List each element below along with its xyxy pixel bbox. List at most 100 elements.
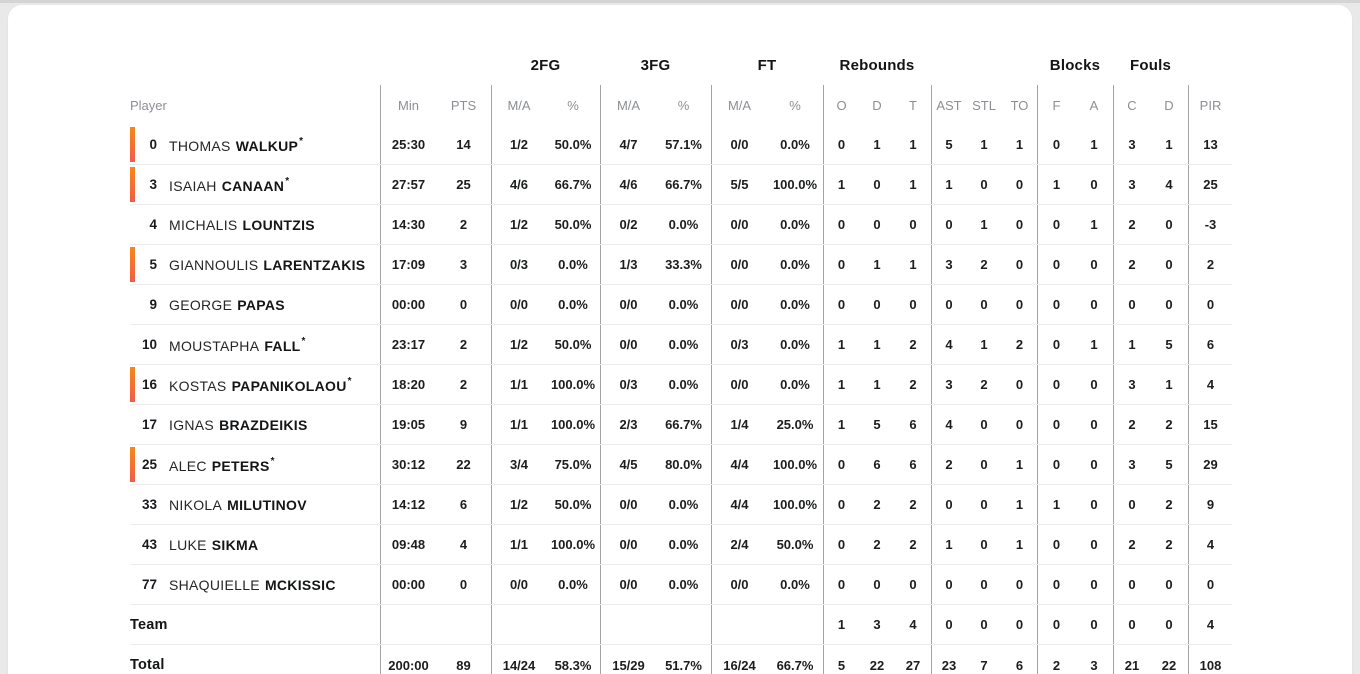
- player-cell[interactable]: 33 NIKOLA MILUTINOV: [130, 485, 380, 524]
- cell-3fg-pct: 66.7%: [665, 417, 702, 432]
- col-header-stl: STL: [972, 97, 996, 113]
- cell-foul-c: 0: [1113, 285, 1150, 324]
- player-cell[interactable]: 25 ALEC PETERS*: [130, 445, 380, 484]
- cell-2fg-pct: 0.0%: [558, 577, 588, 592]
- cell-blk-a: 1: [1090, 217, 1098, 232]
- cell-reb-d: 1: [873, 337, 881, 352]
- player-name: LUKE SIKMA: [169, 536, 259, 553]
- player-cell[interactable]: 4 MICHALIS LOUNTZIS: [130, 205, 380, 244]
- cell-ast: 23: [931, 645, 966, 674]
- cell-ft-pct: [767, 605, 823, 644]
- col-header-to: TO: [1010, 97, 1029, 113]
- cell-foul-c: 2: [1113, 525, 1150, 564]
- cell-3fg-pct: 0.0%: [668, 217, 699, 232]
- cell-3fg-ma: 1/3: [600, 245, 656, 284]
- group-header-row: 2FG 3FG FT Rebounds Blocks Fouls: [130, 45, 1232, 85]
- table-row: 4 MICHALIS LOUNTZIS 14:30 2 1/2 50.0% 0/2 0.0%…: [130, 205, 1232, 245]
- cell-pts: 2: [459, 377, 468, 392]
- cell-3fg-pct: 0.0%: [668, 297, 699, 312]
- cell-2fg-ma: 1/2: [491, 205, 546, 244]
- cell-reb-d: 1: [873, 377, 881, 392]
- jersey-number: 43: [141, 537, 157, 552]
- cell-to: 0: [1015, 217, 1024, 232]
- cell-foul-c: 3: [1113, 445, 1150, 484]
- player-cell[interactable]: 16 KOSTAS PAPANIKOLAOU*: [130, 365, 380, 404]
- player-cell[interactable]: 17 IGNAS BRAZDEIKIS: [130, 405, 380, 444]
- jersey-number: 0: [149, 137, 157, 152]
- cell-3fg-pct: 0.0%: [668, 537, 699, 552]
- cell-ft-pct: 0.0%: [780, 297, 810, 312]
- cell-3fg-pct: 66.7%: [665, 177, 702, 192]
- cell-ft-pct: 0.0%: [780, 337, 810, 352]
- cell-foul-d: 5: [1165, 457, 1173, 472]
- cell-reb-t: 1: [909, 257, 917, 272]
- cell-2fg-pct: 50.0%: [554, 497, 592, 512]
- cell-min: 14:12: [380, 485, 436, 524]
- cell-ft-ma: 2/4: [711, 525, 767, 564]
- cell-3fg-ma: 4/6: [600, 165, 656, 204]
- cell-2fg-pct: 50.0%: [554, 137, 592, 152]
- cell-foul-c: 3: [1113, 125, 1150, 164]
- on-court-indicator: [130, 127, 135, 162]
- row-label: Team: [130, 616, 168, 633]
- cell-ft-pct: 0.0%: [780, 137, 810, 152]
- cell-stl: 1: [980, 337, 988, 352]
- cell-reb-d: 0: [873, 297, 881, 312]
- table-row: 9 GEORGE PAPAS 00:00 0 0/0 0.0% 0/0 0.0% 0/0 0.0…: [130, 285, 1232, 325]
- cell-foul-c: 3: [1113, 365, 1150, 404]
- cell-foul-c: 3: [1113, 165, 1150, 204]
- player-cell[interactable]: 43 LUKE SIKMA: [130, 525, 380, 564]
- cell-reb-o: 0: [823, 525, 859, 564]
- cell-stl: 0: [980, 497, 988, 512]
- cell-min: 200:00: [380, 645, 436, 674]
- jersey-number: 33: [141, 497, 157, 512]
- cell-pir: 6: [1188, 325, 1232, 364]
- cell-reb-d: 0: [873, 577, 881, 592]
- cell-blk-a: 0: [1090, 537, 1098, 552]
- cell-3fg-pct: 0.0%: [668, 577, 699, 592]
- cell-reb-t: 2: [909, 537, 917, 552]
- cell-2fg-pct: 100.0%: [550, 377, 596, 392]
- player-cell[interactable]: 77 SHAQUIELLE MCKISSIC: [130, 565, 380, 604]
- cell-pir: 108: [1188, 645, 1232, 674]
- cell-foul-c: 2: [1113, 205, 1150, 244]
- player-cell[interactable]: 3 ISAIAH CANAAN*: [130, 165, 380, 204]
- player-cell[interactable]: 5 GIANNOULIS LARENTZAKIS: [130, 245, 380, 284]
- cell-2fg-ma: 3/4: [491, 445, 546, 484]
- cell-min: 00:00: [380, 285, 436, 324]
- player-name: THOMAS WALKUP*: [169, 135, 304, 154]
- cell-min: 30:12: [380, 445, 436, 484]
- cell-reb-t: 6: [909, 417, 917, 432]
- player-cell[interactable]: 0 THOMAS WALKUP*: [130, 125, 380, 164]
- col-header-foul-d: D: [1164, 97, 1174, 113]
- col-header-ft-ma: M/A: [711, 85, 767, 125]
- cell-blk-f: 2: [1037, 645, 1075, 674]
- player-cell[interactable]: 9 GEORGE PAPAS: [130, 285, 380, 324]
- starter-asterisk: *: [301, 335, 306, 347]
- cell-ft-ma: 0/3: [711, 325, 767, 364]
- cell-pir: 4: [1188, 365, 1232, 404]
- cell-foul-d: 2: [1165, 497, 1173, 512]
- jersey-number: 16: [141, 377, 157, 392]
- cell-blk-a: 0: [1090, 257, 1098, 272]
- cell-blk-a: 1: [1090, 137, 1098, 152]
- table-row: 17 IGNAS BRAZDEIKIS 19:05 9 1/1 100.0% 2/3 66.…: [130, 405, 1232, 445]
- cell-foul-d: 1: [1165, 377, 1173, 392]
- cell-3fg-pct: 80.0%: [665, 457, 702, 472]
- cell-2fg-ma: 1/1: [491, 525, 546, 564]
- cell-to: 0: [1015, 617, 1024, 632]
- cell-min: 19:05: [380, 405, 436, 444]
- col-header-3fg-pct: %: [677, 97, 690, 113]
- cell-min: 14:30: [380, 205, 436, 244]
- cell-foul-d: 0: [1165, 577, 1173, 592]
- player-name: MOUSTAPHA FALL*: [169, 335, 306, 354]
- cell-2fg-ma: [491, 605, 546, 644]
- jersey-number: 4: [149, 217, 157, 232]
- player-cell[interactable]: 10 MOUSTAPHA FALL*: [130, 325, 380, 364]
- cell-blk-f: 0: [1037, 605, 1075, 644]
- starter-asterisk: *: [347, 375, 352, 387]
- col-header-reb-d: D: [872, 97, 882, 113]
- cell-reb-t: 1: [909, 137, 917, 152]
- cell-2fg-ma: 1/1: [491, 365, 546, 404]
